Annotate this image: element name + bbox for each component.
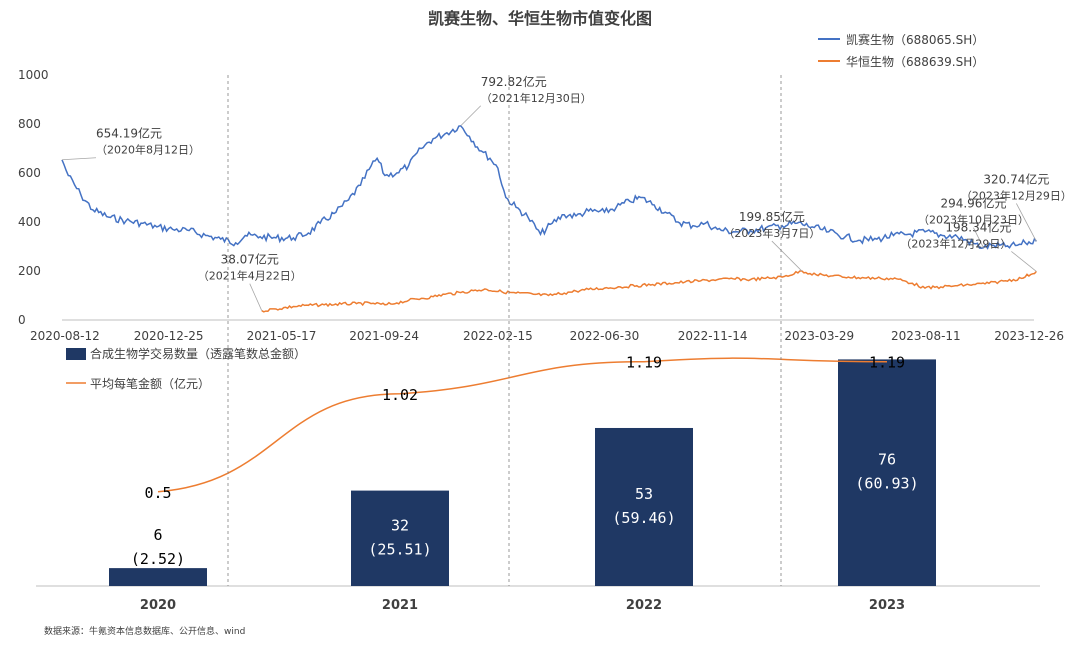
annotation-value-4: 38.07亿元: [221, 252, 279, 267]
annotation-date-5: （2023年3月7日）: [723, 226, 820, 240]
x-tick-label-4: 2022-02-15: [463, 329, 533, 343]
annotation-leader-0: [61, 157, 97, 161]
annotation-date-2: （2023年10月23日）: [918, 213, 1029, 227]
source-note: 数据来源：牛氪资本信息数据库、公开信息、wind: [44, 625, 245, 637]
annotation-leader-3: [1016, 203, 1037, 242]
bar-2021: [351, 490, 449, 586]
bar-category-label-2023: 2023: [869, 598, 905, 613]
bar-category-label-2021: 2021: [382, 598, 418, 613]
bar-category-label-2022: 2022: [626, 598, 662, 613]
x-tick-label-1: 2020-12-25: [134, 329, 204, 343]
x-tick-label-5: 2022-06-30: [570, 329, 640, 343]
avg-amount-line: [157, 357, 888, 493]
avg-amount-label-2022: 1.19: [626, 354, 662, 372]
legend-kaisai-label: 凯赛生物（688065.SH）: [846, 32, 984, 47]
annotation-date-4: （2021年4月22日）: [198, 269, 302, 283]
x-tick-label-0: 2020-08-12: [30, 329, 100, 343]
bar-count-label-2023: 76: [878, 451, 896, 469]
bar-amount-label-2020: (2.52): [131, 550, 185, 568]
line-series-kaisai: [61, 124, 1038, 250]
annotation-value-3: 320.74亿元: [983, 171, 1049, 186]
avg-amount-label-2021: 1.02: [382, 386, 418, 404]
y-tick-label-5: 1000: [18, 68, 49, 82]
y-tick-label-2: 400: [18, 215, 41, 229]
y-tick-label-1: 200: [18, 264, 41, 278]
legend-huaheng-label: 华恒生物（688639.SH）: [846, 55, 984, 69]
bar-2022: [595, 427, 693, 586]
x-tick-label-7: 2023-03-29: [784, 329, 854, 343]
line-chart-axes: 0 200 400 600 800 1000 2020-08-12 2020-12-25 202…: [18, 68, 1064, 343]
legend-deals-swatch: [66, 348, 86, 360]
y-tick-label-3: 600: [18, 166, 41, 180]
annotation-leader-2: [973, 227, 984, 248]
y-tick-label-0: 0: [18, 313, 26, 327]
legend-avg-label: 平均每笔金额（亿元）: [90, 376, 210, 391]
legend-deals-label: 合成生物学交易数量（透露笔数总金额）: [90, 346, 306, 361]
line-series-huaheng: [261, 270, 1037, 313]
bar-amount-label-2021: (25.51): [368, 540, 431, 558]
annotation-value-6: 198.34亿元: [945, 219, 1011, 234]
annotation-value-2: 294.96亿元: [940, 196, 1006, 211]
year-dividers: [227, 75, 782, 586]
bar-count-label-2022: 53: [635, 485, 653, 503]
annotation-value-1: 792.82亿元: [481, 74, 547, 89]
line-chart-series: [61, 124, 1038, 313]
annotation-leader-4: [249, 283, 263, 311]
annotation-date-1: （2021年12月30日）: [481, 91, 592, 105]
chart-title: 凯赛生物、华恒生物市值变化图: [428, 9, 652, 28]
line-legend: 凯赛生物（688065.SH） 华恒生物（688639.SH）: [818, 32, 984, 69]
annotation-value-5: 199.85亿元: [739, 209, 805, 224]
x-tick-label-9: 2023-12-26: [994, 329, 1064, 343]
annotation-leader-5: [771, 240, 803, 272]
bar-2020: [109, 568, 207, 586]
bar-count-label-2021: 32: [391, 516, 409, 534]
bar-count-label-2020: 6: [153, 526, 162, 544]
annotation-date-3: （2023年12月29日）: [961, 188, 1072, 202]
annotation-value-0: 654.19亿元: [96, 126, 162, 141]
bar-amount-label-2022: (59.46): [612, 509, 675, 527]
bar-legend: 合成生物学交易数量（透露笔数总金额） 平均每笔金额（亿元）: [66, 346, 306, 391]
x-tick-label-3: 2021-09-24: [349, 329, 419, 343]
x-tick-label-8: 2023-08-11: [891, 329, 961, 343]
annotation-date-6: （2023年12月29日）: [900, 236, 1011, 250]
x-tick-label-2: 2021-05-17: [247, 329, 317, 343]
annotation-date-0: （2020年8月12日）: [96, 143, 200, 157]
avg-amount-label-2020: 0.5: [144, 484, 171, 502]
y-tick-label-4: 800: [18, 117, 41, 131]
x-tick-label-6: 2022-11-14: [678, 329, 748, 343]
annotation-leader-1: [460, 105, 482, 127]
annotation-leader-6: [1011, 251, 1037, 272]
avg-amount-label-2023: 1.19: [869, 354, 905, 372]
line-chart-annotations: 654.19亿元 （2020年8月12日） 792.82亿元 （2021年12月30日…: [61, 74, 1072, 311]
bar-amount-label-2023: (60.93): [855, 475, 918, 493]
bar-category-label-2020: 2020: [140, 598, 176, 613]
bar-chart: 2020 6 (2.52) 2021 32 (25.51) 2022 53 (59.46) 202…: [36, 354, 1040, 613]
bar-2023: [838, 359, 936, 586]
